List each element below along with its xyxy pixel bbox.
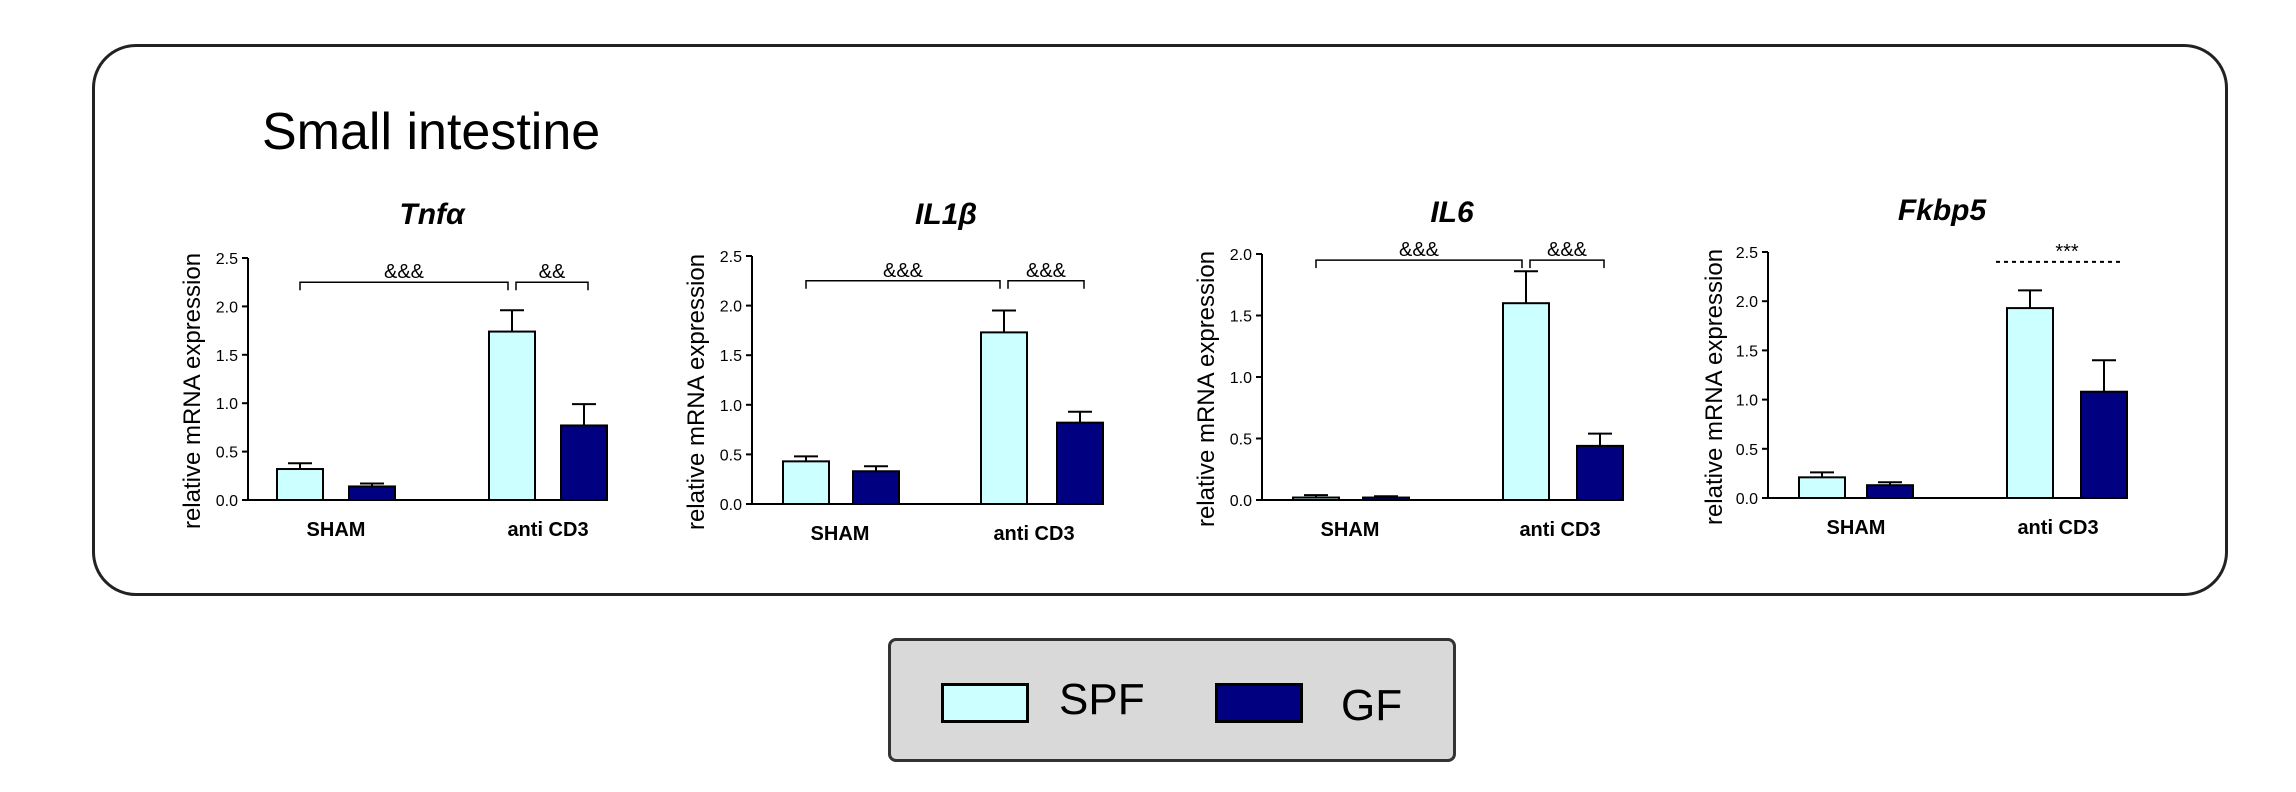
- y-axis-label: relative mRNA expression: [1701, 249, 1728, 525]
- legend-label-gf: GF: [1341, 681, 1403, 730]
- bar-gf: [1866, 484, 1914, 500]
- x-tick-label: SHAM: [1827, 517, 1886, 539]
- legend-label-spf: SPF: [1059, 675, 1145, 724]
- bar-spf: [782, 460, 830, 505]
- legend: SPF GF: [888, 638, 1456, 762]
- significance-label: &&&: [883, 260, 924, 282]
- y-tick-label: 0.0: [1736, 491, 1758, 508]
- bar-gf: [2080, 390, 2128, 499]
- x-tick-label: SHAM: [1321, 519, 1380, 541]
- bar-spf: [1798, 476, 1846, 499]
- figure-title: Small intestine: [262, 103, 601, 161]
- y-tick-label: 0.5: [1736, 442, 1758, 459]
- y-tick-label: 0.5: [1230, 432, 1252, 449]
- x-tick-label: SHAM: [307, 519, 366, 541]
- significance-bracket: [1529, 259, 1605, 269]
- significance-label: &&: [539, 261, 566, 283]
- chart-title: IL1β: [915, 198, 977, 231]
- y-tick-label: 1.0: [720, 398, 742, 415]
- bar-spf: [2006, 307, 2054, 500]
- significance-bracket: [1007, 280, 1085, 289]
- chart-title: IL6: [1430, 196, 1474, 229]
- significance-label: &&&: [384, 261, 425, 283]
- y-tick-label: 1.5: [1736, 343, 1758, 360]
- bar-spf: [1502, 302, 1550, 502]
- y-tick-label: 2.5: [1736, 245, 1758, 262]
- y-axis-label: relative mRNA expression: [179, 253, 206, 529]
- x-tick-label: anti CD3: [993, 523, 1074, 545]
- significance-label: &&&: [1026, 260, 1067, 282]
- y-tick-label: 1.0: [216, 396, 238, 413]
- legend-swatch-spf: [941, 683, 1029, 723]
- significance-bracket: [515, 281, 589, 291]
- y-tick-label: 2.0: [1736, 294, 1758, 311]
- bar-spf: [276, 468, 324, 501]
- y-tick-label: 0.0: [720, 497, 742, 514]
- significance-label: &&&: [1399, 239, 1440, 261]
- y-tick-label: 0.5: [720, 447, 742, 464]
- y-tick-label: 1.0: [1736, 393, 1758, 410]
- y-tick-label: 0.0: [216, 493, 238, 510]
- y-axis-label: relative mRNA expression: [1193, 251, 1220, 527]
- significance-label: &&&: [1547, 239, 1588, 261]
- y-tick-label: 1.0: [1230, 370, 1252, 387]
- x-tick-label: anti CD3: [2017, 517, 2098, 539]
- y-tick-label: 2.5: [720, 249, 742, 266]
- y-tick-label: 2.0: [720, 299, 742, 316]
- y-tick-label: 2.0: [216, 299, 238, 316]
- bar-gf: [1056, 421, 1104, 506]
- significance-bracket: [1315, 259, 1523, 269]
- y-tick-label: 2.5: [216, 251, 238, 268]
- chart-title: Tnfα: [399, 198, 466, 231]
- significance-bracket: [299, 281, 509, 291]
- y-tick-label: 0.5: [216, 445, 238, 462]
- bar-gf: [852, 470, 900, 506]
- x-tick-label: SHAM: [811, 523, 870, 545]
- bar-gf: [1576, 444, 1624, 502]
- y-tick-label: 0.0: [1230, 493, 1252, 510]
- legend-swatch-gf: [1215, 683, 1303, 723]
- y-tick-label: 1.5: [1230, 309, 1252, 326]
- y-axis-label: relative mRNA expression: [683, 254, 710, 530]
- figure-panel: [92, 44, 2228, 596]
- x-tick-label: anti CD3: [507, 519, 588, 541]
- y-tick-label: 2.0: [1230, 247, 1252, 264]
- x-tick-label: anti CD3: [1519, 519, 1600, 541]
- chart-title: Fkbp5: [1898, 194, 1988, 227]
- significance-bracket: [805, 280, 1001, 289]
- y-tick-label: 1.5: [216, 348, 238, 365]
- y-tick-label: 1.5: [720, 348, 742, 365]
- significance-label: ***: [2055, 241, 2079, 263]
